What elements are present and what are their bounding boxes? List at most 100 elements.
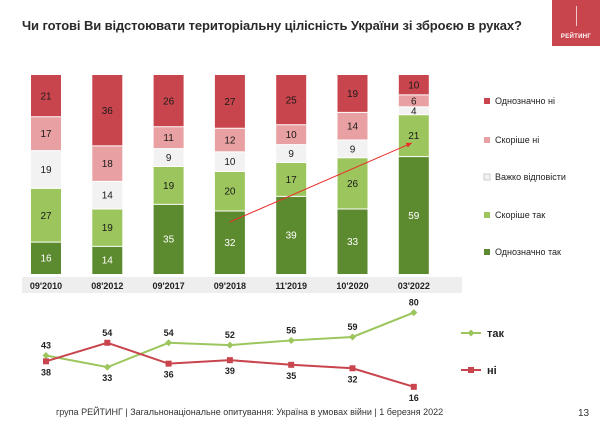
bar-segment <box>398 94 429 107</box>
line-marker <box>288 361 295 368</box>
category-band <box>22 277 462 293</box>
bar-segment <box>92 181 123 209</box>
line-marker <box>410 309 418 317</box>
bar-segment <box>398 156 429 274</box>
trend-arrow-head <box>405 142 412 148</box>
line-legend-marker <box>468 367 474 373</box>
line-value-label: 80 <box>409 298 419 308</box>
bar-value-label: 11 <box>163 133 174 144</box>
x-tick-label: 03'2022 <box>398 281 430 291</box>
bar-value-label: 27 <box>40 211 52 222</box>
x-tick-label: 09'2017 <box>153 281 185 291</box>
line-marker <box>226 341 234 349</box>
legend-label: Скоріше ні <box>495 135 539 145</box>
bar-segment <box>214 151 245 172</box>
bar-value-label: 6 <box>411 96 417 107</box>
bar-value-label: 20 <box>224 187 236 198</box>
logo-text: РЕЙТИНГ <box>560 34 592 40</box>
page-number: 13 <box>578 408 590 419</box>
line-marker <box>410 383 417 390</box>
bar-segment <box>337 140 368 158</box>
bar-value-label: 19 <box>40 165 52 176</box>
legend-swatch <box>484 212 490 218</box>
line-value-label: 33 <box>102 373 112 383</box>
bar-value-label: 32 <box>224 238 236 249</box>
legend-swatch <box>484 98 490 104</box>
bar-segment <box>214 128 245 152</box>
bar-segment <box>398 106 429 115</box>
line-marker <box>349 333 356 341</box>
legend-swatch <box>484 137 490 143</box>
line-value-label: 16 <box>409 393 419 403</box>
bar-segment <box>153 166 184 205</box>
bar-segment <box>276 124 307 145</box>
line-value-label: 56 <box>286 325 296 335</box>
bar-value-label: 19 <box>347 89 359 100</box>
bar-value-label: 19 <box>102 223 114 234</box>
x-tick-label: 10'2020 <box>336 281 368 291</box>
trend-line-ні <box>45 341 415 388</box>
line-legend-label: ні <box>487 365 497 377</box>
bar-segment <box>337 75 368 113</box>
bar-value-label: 10 <box>408 80 420 91</box>
bar-value-label: 17 <box>286 175 298 186</box>
line-value-label: 54 <box>164 328 174 338</box>
line-value-label: 38 <box>41 367 51 377</box>
line-marker <box>349 365 356 372</box>
bar-value-label: 25 <box>286 95 298 106</box>
line-marker <box>42 352 50 360</box>
line-value-label: 39 <box>225 366 235 376</box>
bar-segment <box>31 242 61 274</box>
bar-value-label: 18 <box>102 159 114 170</box>
footer-source: група РЕЙТИНГ | Загальнонаціональне опит… <box>56 407 444 417</box>
bar-value-label: 12 <box>224 136 236 147</box>
bar-segment <box>214 75 245 129</box>
bar-segment <box>398 75 429 95</box>
rating-logo: РЕЙТИНГ <box>552 0 600 46</box>
bar-value-label: 39 <box>286 231 298 242</box>
line-marker <box>103 363 111 371</box>
bar-segment <box>153 126 184 149</box>
bar-value-label: 17 <box>40 129 52 140</box>
legend-label: Однозначно так <box>495 247 561 257</box>
bar-segment <box>276 196 307 274</box>
bar-value-label: 9 <box>350 144 356 155</box>
line-marker <box>104 339 111 346</box>
bar-value-label: 26 <box>347 179 359 190</box>
legend-swatch <box>484 249 490 255</box>
legend-label: Однозначно ні <box>495 96 555 106</box>
bar-segment <box>214 171 245 211</box>
logo-mark <box>576 6 577 26</box>
x-tick-label: 09'2018 <box>214 281 246 291</box>
bar-segment <box>153 204 184 274</box>
bar-value-label: 14 <box>102 191 114 202</box>
bar-value-label: 36 <box>102 106 114 117</box>
bar-segment <box>92 246 123 274</box>
bar-value-label: 14 <box>102 256 114 267</box>
bar-value-label: 26 <box>163 96 175 107</box>
legend-swatch <box>483 173 491 181</box>
line-legend-marker <box>467 329 475 337</box>
line-value-label: 35 <box>286 371 296 381</box>
line-value-label: 59 <box>347 322 357 332</box>
bar-segment <box>31 150 61 189</box>
bar-segment <box>31 75 61 117</box>
line-value-label: 32 <box>347 374 357 384</box>
trend-arrow-line <box>229 142 412 223</box>
line-value-label: 52 <box>225 330 235 340</box>
bar-value-label: 35 <box>163 235 175 246</box>
bar-segment <box>276 144 307 163</box>
line-value-label: 36 <box>164 370 174 380</box>
bar-value-label: 59 <box>408 211 420 222</box>
line-value-label: 43 <box>41 341 51 351</box>
bar-value-label: 9 <box>288 149 294 160</box>
bar-segment <box>153 75 184 127</box>
bar-value-label: 33 <box>347 237 359 248</box>
x-tick-label: 09'2010 <box>30 281 62 291</box>
x-tick-label: 11'2019 <box>275 281 307 291</box>
bar-value-label: 16 <box>40 254 52 265</box>
bar-value-label: 27 <box>224 97 236 108</box>
bar-segment <box>337 112 368 141</box>
bar-segment <box>276 75 307 125</box>
